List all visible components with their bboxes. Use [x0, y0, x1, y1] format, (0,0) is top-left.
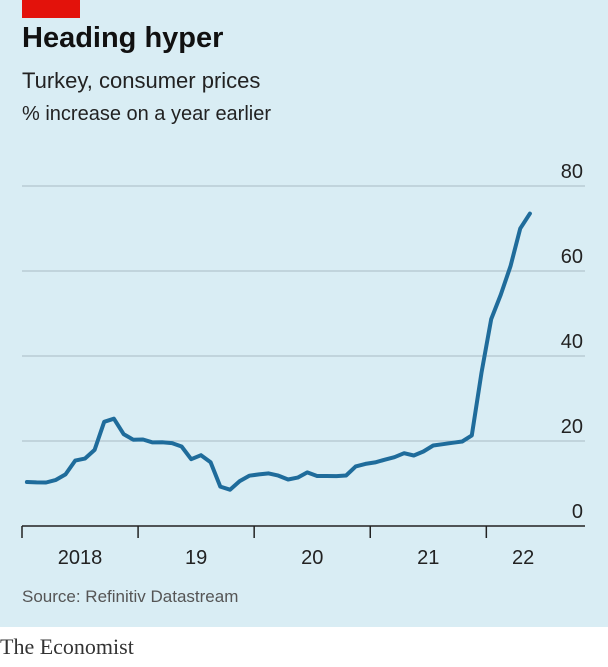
- x-tick-label: 2018: [58, 547, 103, 569]
- x-tick-label: 20: [301, 547, 323, 569]
- y-tick-label: 20: [561, 416, 583, 438]
- y-tick-label: 80: [561, 161, 583, 183]
- y-tick-label: 0: [572, 501, 583, 523]
- y-axis-label: % increase on a year earlier: [22, 103, 271, 125]
- brand-tag: [22, 0, 80, 18]
- x-tick-label: 19: [185, 547, 207, 569]
- chart-title: Heading hyper: [22, 22, 223, 54]
- x-tick-label: 21: [417, 547, 439, 569]
- source: Source: Refinitiv Datastream: [22, 587, 238, 606]
- background: [0, 0, 608, 627]
- chart-subtitle: Turkey, consumer prices: [22, 68, 260, 93]
- y-tick-label: 40: [561, 331, 583, 353]
- data-line: [24, 211, 532, 492]
- brand: The Economist: [0, 634, 134, 659]
- y-tick-label: 60: [561, 246, 583, 268]
- x-tick-label: 22: [512, 547, 534, 569]
